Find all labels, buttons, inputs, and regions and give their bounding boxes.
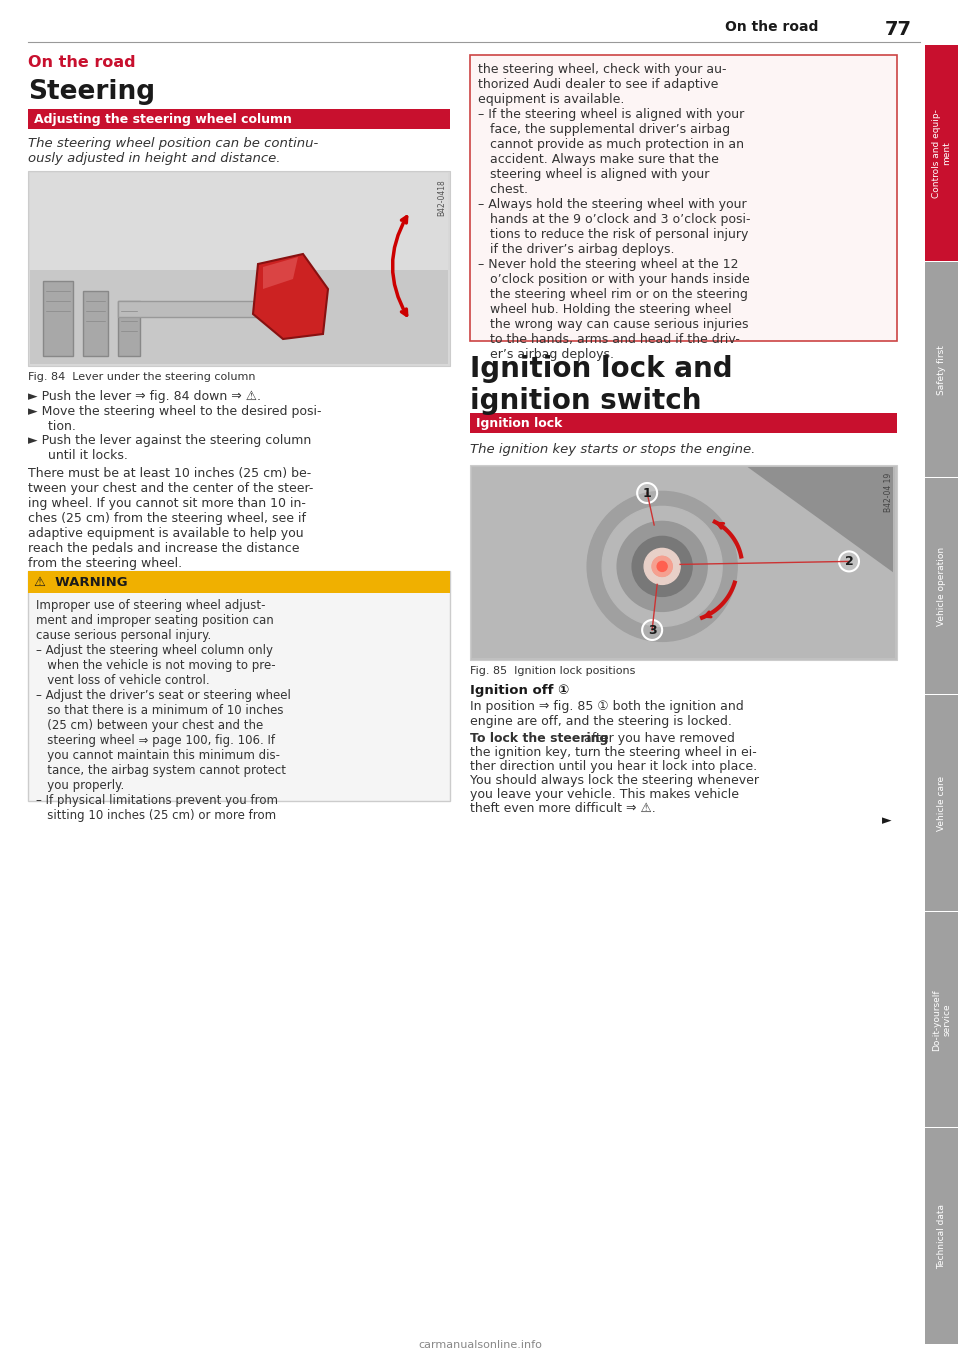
Text: ther direction until you hear it lock into place.: ther direction until you hear it lock in… [470, 759, 757, 773]
Text: Ignition off ①: Ignition off ① [470, 685, 569, 697]
Text: 1: 1 [643, 486, 652, 499]
FancyBboxPatch shape [118, 301, 318, 317]
FancyBboxPatch shape [470, 465, 897, 660]
Text: ► Move the steering wheel to the desired posi-
     tion.: ► Move the steering wheel to the desired… [28, 406, 322, 433]
Circle shape [839, 551, 859, 572]
Circle shape [652, 557, 672, 577]
Text: Improper use of steering wheel adjust-
ment and improper seating position can
ca: Improper use of steering wheel adjust- m… [36, 599, 291, 822]
FancyBboxPatch shape [925, 45, 958, 261]
Text: you leave your vehicle. This makes vehicle: you leave your vehicle. This makes vehic… [470, 788, 739, 802]
Text: the steering wheel, check with your au-
thorized Audi dealer to see if adaptive
: the steering wheel, check with your au- … [478, 63, 751, 361]
FancyBboxPatch shape [925, 478, 958, 694]
FancyBboxPatch shape [43, 280, 73, 357]
FancyBboxPatch shape [925, 695, 958, 911]
FancyBboxPatch shape [28, 572, 450, 802]
FancyBboxPatch shape [118, 301, 140, 357]
Text: You should always lock the steering whenever: You should always lock the steering when… [470, 774, 759, 787]
Text: On the road: On the road [28, 54, 135, 69]
FancyBboxPatch shape [30, 173, 448, 269]
Circle shape [632, 536, 692, 596]
Circle shape [642, 621, 662, 640]
Text: Technical data: Technical data [937, 1204, 946, 1270]
FancyBboxPatch shape [472, 467, 895, 657]
FancyBboxPatch shape [28, 109, 450, 129]
Circle shape [644, 548, 680, 584]
FancyBboxPatch shape [28, 171, 450, 366]
Text: ► Push the lever against the steering column
     until it locks.: ► Push the lever against the steering co… [28, 434, 311, 461]
Text: ⚠  WARNING: ⚠ WARNING [34, 576, 128, 588]
FancyBboxPatch shape [925, 1128, 958, 1345]
FancyBboxPatch shape [925, 261, 958, 478]
Text: carmanualsonline.info: carmanualsonline.info [418, 1341, 542, 1350]
Circle shape [658, 561, 667, 572]
FancyBboxPatch shape [28, 572, 450, 593]
Circle shape [602, 506, 722, 626]
Text: the ignition key, turn the steering wheel in ei-: the ignition key, turn the steering whee… [470, 746, 756, 759]
Text: B42-04 19: B42-04 19 [884, 474, 893, 512]
Circle shape [637, 483, 658, 504]
Text: Fig. 85  Ignition lock positions: Fig. 85 Ignition lock positions [470, 666, 636, 676]
FancyBboxPatch shape [30, 173, 448, 363]
Text: Fig. 84  Lever under the steering column: Fig. 84 Lever under the steering column [28, 372, 255, 382]
Circle shape [652, 557, 672, 577]
Text: ► Push the lever ⇒ fig. 84 down ⇒ ⚠.: ► Push the lever ⇒ fig. 84 down ⇒ ⚠. [28, 391, 261, 403]
Text: On the road: On the road [725, 20, 818, 34]
Text: The ignition key starts or stops the engine.: The ignition key starts or stops the eng… [470, 442, 756, 456]
Text: In position ⇒ fig. 85 ① both the ignition and
engine are off, and the steering i: In position ⇒ fig. 85 ① both the ignitio… [470, 700, 744, 728]
Text: Controls and equip-
ment: Controls and equip- ment [932, 109, 951, 197]
Polygon shape [748, 467, 893, 572]
Text: Do-it-yourself
service: Do-it-yourself service [932, 989, 951, 1051]
Text: Ignition lock: Ignition lock [476, 416, 563, 430]
FancyBboxPatch shape [470, 412, 897, 433]
Text: ►: ► [882, 814, 892, 827]
Text: To lock the steering: To lock the steering [470, 732, 609, 744]
Text: Safety first: Safety first [937, 346, 946, 395]
Polygon shape [263, 257, 298, 289]
Text: 3: 3 [648, 623, 657, 637]
Text: The steering wheel position can be continu-
ously adjusted in height and distanc: The steering wheel position can be conti… [28, 137, 319, 165]
Circle shape [588, 491, 737, 641]
Text: Vehicle operation: Vehicle operation [937, 547, 946, 626]
Text: 77: 77 [885, 20, 912, 39]
Text: 2: 2 [845, 555, 853, 568]
Text: Vehicle care: Vehicle care [937, 776, 946, 832]
Text: Steering: Steering [28, 79, 156, 105]
Text: B42-0418: B42-0418 [437, 180, 446, 216]
Text: Adjusting the steering wheel column: Adjusting the steering wheel column [34, 113, 292, 125]
FancyBboxPatch shape [925, 912, 958, 1127]
Text: theft even more difficult ⇒ ⚠.: theft even more difficult ⇒ ⚠. [470, 802, 656, 815]
Text: Ignition lock and
ignition switch: Ignition lock and ignition switch [470, 355, 732, 415]
Circle shape [617, 521, 708, 611]
Polygon shape [253, 255, 328, 339]
Text: after you have removed: after you have removed [580, 732, 734, 744]
FancyBboxPatch shape [470, 54, 897, 342]
FancyBboxPatch shape [83, 291, 108, 357]
Text: There must be at least 10 inches (25 cm) be-
tween your chest and the center of : There must be at least 10 inches (25 cm)… [28, 467, 313, 570]
